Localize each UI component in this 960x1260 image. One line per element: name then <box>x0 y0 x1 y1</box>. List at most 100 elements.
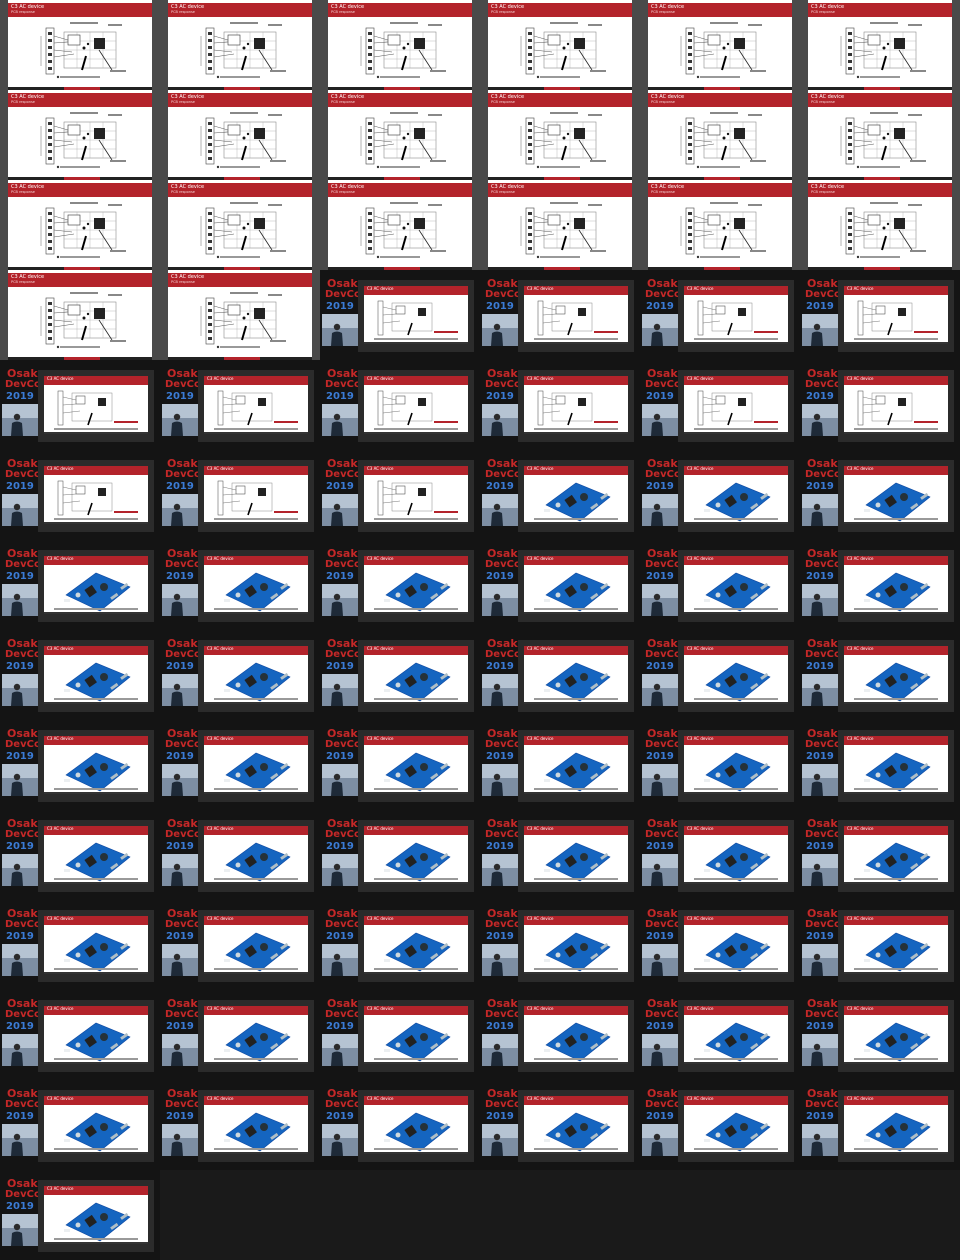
thumbnail-slide[interactable]: C3 AC device PCB response <box>160 180 320 270</box>
thumbnail-video[interactable]: Osaka DevCon 2019 C3 AC device <box>320 990 480 1080</box>
thumbnail-slide[interactable]: C3 AC device PCB response <box>320 0 480 90</box>
thumbnail-video[interactable]: Osaka DevCon 2019 C3 AC device <box>0 1170 160 1260</box>
thumbnail-video[interactable]: Osaka DevCon 2019 C3 AC device <box>320 900 480 990</box>
thumbnail-video[interactable]: Osaka DevCon 2019 C3 AC device <box>0 1080 160 1170</box>
thumbnail-slide[interactable]: C3 AC device PCB response <box>0 90 160 180</box>
thumbnail-video[interactable]: Osaka DevCon 2019 C3 AC device <box>800 1080 960 1170</box>
thumbnail-video[interactable]: Osaka DevCon 2019 C3 AC device <box>640 630 800 720</box>
thumbnail-video[interactable]: Osaka DevCon 2019 C3 AC device <box>800 900 960 990</box>
thumbnail-video[interactable]: Osaka DevCon 2019 C3 AC device <box>640 810 800 900</box>
event-logo-year: 2019 <box>166 751 194 762</box>
thumbnail-video[interactable]: Osaka DevCon 2019 C3 AC device <box>320 540 480 630</box>
thumbnail-video[interactable]: Osaka DevCon 2019 C3 AC device <box>480 270 640 360</box>
thumbnail-slide[interactable]: C3 AC device PCB response <box>640 180 800 270</box>
thumbnail-slide[interactable]: C3 AC device PCB response <box>800 0 960 90</box>
thumbnail-video[interactable]: Osaka DevCon 2019 C3 AC device <box>0 360 160 450</box>
thumbnail-video[interactable]: Osaka DevCon 2019 C3 AC device <box>640 270 800 360</box>
thumbnail-slide[interactable]: C3 AC device PCB response <box>480 0 640 90</box>
thumbnail-slide[interactable]: C3 AC device PCB response <box>320 90 480 180</box>
thumbnail-video[interactable]: Osaka DevCon 2019 C3 AC device <box>160 900 320 990</box>
thumbnail-video[interactable]: Osaka DevCon 2019 C3 AC device <box>160 360 320 450</box>
thumbnail-video[interactable]: Osaka DevCon 2019 C3 AC device <box>320 720 480 810</box>
thumbnail-video[interactable]: Osaka DevCon 2019 C3 AC device <box>0 900 160 990</box>
thumbnail-video[interactable]: Osaka DevCon 2019 C3 AC device <box>640 360 800 450</box>
thumbnail-video[interactable]: Osaka DevCon 2019 C3 AC device <box>800 720 960 810</box>
thumbnail-slide[interactable]: C3 AC device PCB response <box>480 90 640 180</box>
thumbnail-slide[interactable]: C3 AC device PCB response <box>800 180 960 270</box>
thumbnail-video[interactable]: Osaka DevCon 2019 C3 AC device <box>160 990 320 1080</box>
thumbnail-video[interactable]: Osaka DevCon 2019 C3 AC device <box>640 450 800 540</box>
speaker-camera <box>642 314 678 346</box>
thumbnail-video[interactable]: Osaka DevCon 2019 C3 AC device <box>0 810 160 900</box>
video-frame: Osaka DevCon 2019 C3 AC device <box>160 990 320 1080</box>
thumbnail-slide[interactable]: C3 AC device PCB response <box>0 0 160 90</box>
thumbnail-slide[interactable]: C3 AC device PCB response <box>160 270 320 360</box>
presented-slide-title-bar: C3 AC device <box>684 736 788 745</box>
thumbnail-video[interactable]: Osaka DevCon 2019 C3 AC device <box>160 1080 320 1170</box>
board-mark <box>750 592 759 600</box>
presented-slide-caption <box>854 1148 938 1150</box>
board-mark <box>900 943 908 951</box>
thumbnail-video[interactable]: Osaka DevCon 2019 C3 AC device <box>480 1080 640 1170</box>
thumbnail-slide[interactable]: C3 AC device PCB response <box>640 90 800 180</box>
thumbnail-video[interactable]: Osaka DevCon 2019 C3 AC device <box>320 630 480 720</box>
thumbnail-video[interactable]: Osaka DevCon 2019 C3 AC device <box>320 1080 480 1170</box>
thumbnail-video[interactable]: Osaka DevCon 2019 C3 AC device <box>0 540 160 630</box>
thumbnail-video[interactable]: Osaka DevCon 2019 C3 AC device <box>0 990 160 1080</box>
thumbnail-video[interactable]: Osaka DevCon 2019 C3 AC device <box>160 540 320 630</box>
board-mark <box>395 1132 401 1138</box>
slide-footer-accent <box>224 177 260 180</box>
thumbnail-video[interactable]: Osaka DevCon 2019 C3 AC device <box>320 810 480 900</box>
thumbnail-video[interactable]: Osaka DevCon 2019 C3 AC device <box>160 810 320 900</box>
thumbnail-video[interactable]: Osaka DevCon 2019 C3 AC device <box>0 630 160 720</box>
thumbnail-slide[interactable]: C3 AC device PCB response <box>800 90 960 180</box>
presented-slide-footer <box>364 882 468 884</box>
thumbnail-slide[interactable]: C3 AC device PCB response <box>480 180 640 270</box>
thumbnail-video[interactable]: Osaka DevCon 2019 C3 AC device <box>320 450 480 540</box>
thumbnail-video[interactable]: Osaka DevCon 2019 C3 AC device <box>480 450 640 540</box>
thumbnail-slide[interactable]: C3 AC device PCB response <box>160 90 320 180</box>
thumbnail-video[interactable]: Osaka DevCon 2019 C3 AC device <box>0 720 160 810</box>
thumbnail-video[interactable]: Osaka DevCon 2019 C3 AC device <box>640 990 800 1080</box>
event-logo-year: 2019 <box>326 751 354 762</box>
thumbnail-video[interactable]: Osaka DevCon 2019 C3 AC device <box>640 540 800 630</box>
thumbnail-slide[interactable]: C3 AC device PCB response <box>160 0 320 90</box>
thumbnail-video[interactable]: Osaka DevCon 2019 C3 AC device <box>320 360 480 450</box>
thumbnail-video[interactable]: Osaka DevCon 2019 C3 AC device <box>0 450 160 540</box>
board-mark <box>280 582 289 590</box>
thumbnail-video[interactable]: Osaka DevCon 2019 C3 AC device <box>480 540 640 630</box>
presented-slide-title: C3 AC device <box>207 736 234 741</box>
diagram-mark <box>247 502 253 516</box>
thumbnail-video[interactable]: Osaka DevCon 2019 C3 AC device <box>800 540 960 630</box>
thumbnail-video[interactable]: Osaka DevCon 2019 C3 AC device <box>800 270 960 360</box>
presented-slide-footer <box>524 342 628 344</box>
thumbnail-video[interactable]: Osaka DevCon 2019 C3 AC device <box>480 990 640 1080</box>
presented-slide-title-bar: C3 AC device <box>204 736 308 745</box>
thumbnail-video[interactable]: Osaka DevCon 2019 C3 AC device <box>160 630 320 720</box>
thumbnail-video[interactable]: Osaka DevCon 2019 C3 AC device <box>480 810 640 900</box>
thumbnail-video[interactable]: Osaka DevCon 2019 C3 AC device <box>320 270 480 360</box>
camera-wall <box>322 764 358 778</box>
thumbnail-video[interactable]: Osaka DevCon 2019 C3 AC device <box>640 1080 800 1170</box>
thumbnail-video[interactable]: Osaka DevCon 2019 C3 AC device <box>480 360 640 450</box>
video-frame: Osaka DevCon 2019 C3 AC device <box>160 720 320 810</box>
thumbnail-video[interactable]: Osaka DevCon 2019 C3 AC device <box>800 360 960 450</box>
thumbnail-slide[interactable]: C3 AC device PCB response <box>0 270 160 360</box>
board-mark <box>224 779 230 782</box>
thumbnail-video[interactable]: Osaka DevCon 2019 C3 AC device <box>640 900 800 990</box>
thumbnail-video[interactable]: Osaka DevCon 2019 C3 AC device <box>160 450 320 540</box>
thumbnail-video[interactable]: Osaka DevCon 2019 C3 AC device <box>640 720 800 810</box>
thumbnail-video[interactable]: Osaka DevCon 2019 C3 AC device <box>480 900 640 990</box>
thumbnail-video[interactable]: Osaka DevCon 2019 C3 AC device <box>160 720 320 810</box>
presented-slide-title-bar: C3 AC device <box>44 736 148 745</box>
thumbnail-video[interactable]: Osaka DevCon 2019 C3 AC device <box>800 450 960 540</box>
thumbnail-slide[interactable]: C3 AC device PCB response <box>320 180 480 270</box>
thumbnail-video[interactable]: Osaka DevCon 2019 C3 AC device <box>480 630 640 720</box>
thumbnail-slide[interactable]: C3 AC device PCB response <box>0 180 160 270</box>
thumbnail-video[interactable]: Osaka DevCon 2019 C3 AC device <box>800 630 960 720</box>
thumbnail-slide[interactable]: C3 AC device PCB response <box>640 0 800 90</box>
thumbnail-video[interactable]: Osaka DevCon 2019 C3 AC device <box>480 720 640 810</box>
camera-wall <box>162 494 198 508</box>
thumbnail-video[interactable]: Osaka DevCon 2019 C3 AC device <box>800 990 960 1080</box>
thumbnail-video[interactable]: Osaka DevCon 2019 C3 AC device <box>800 810 960 900</box>
